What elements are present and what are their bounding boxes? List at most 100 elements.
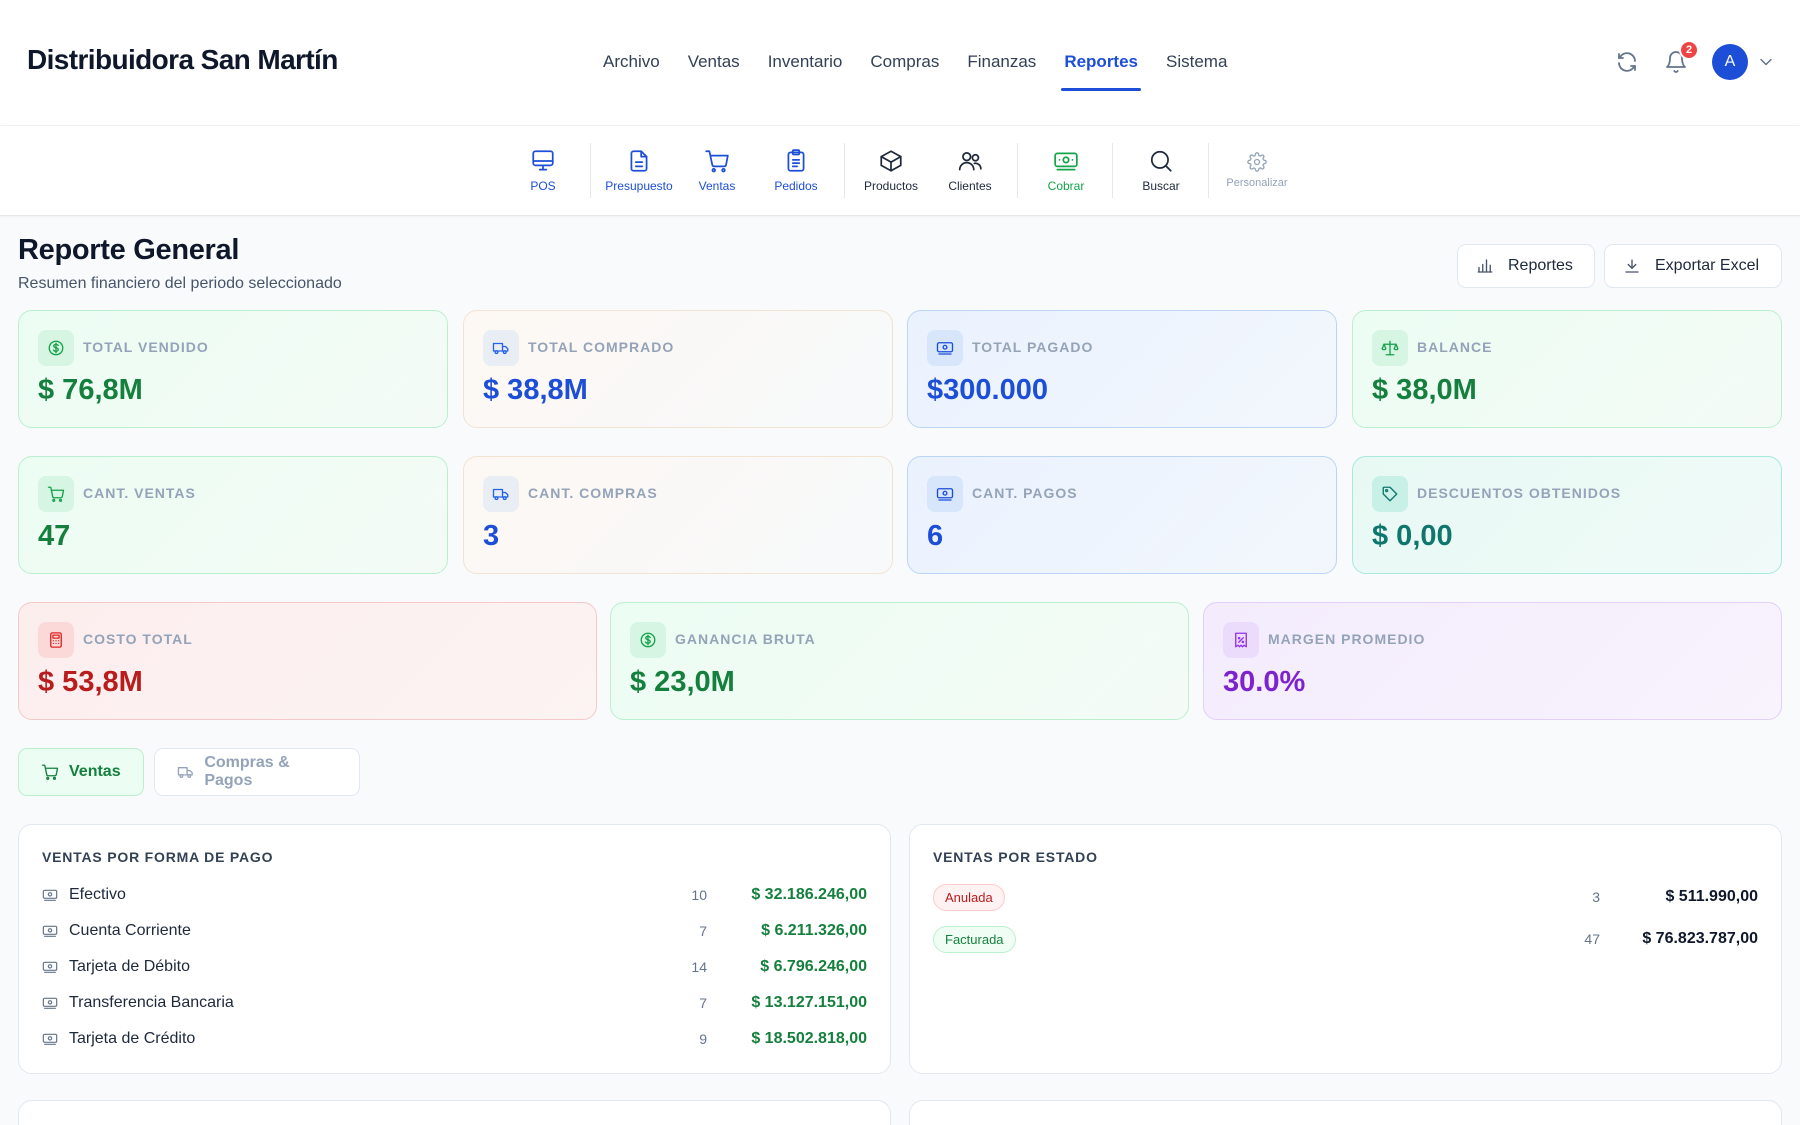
monitor-icon [532, 150, 554, 171]
card-label: TOTAL PAGADO [972, 339, 1094, 355]
tool-personalizar-label: Personalizar [1226, 177, 1288, 189]
status-count: 47 [1584, 931, 1600, 947]
tab-compras-pagos[interactable]: Compras & Pagos [154, 748, 360, 796]
tab-compras-pagos-label: Compras & Pagos [204, 754, 290, 789]
menu-ventas[interactable]: Ventas [687, 52, 740, 71]
status-badge: Facturada [933, 925, 1016, 953]
banknote-icon [42, 889, 58, 901]
panel-bottom-right [909, 1100, 1782, 1125]
tool-productos-label: Productos [863, 179, 919, 193]
tool-pedidos[interactable]: Pedidos [751, 148, 841, 193]
tab-ventas-label: Ventas [69, 763, 121, 780]
menu-archivo[interactable]: Archivo [603, 52, 660, 71]
reportes-button[interactable]: Reportes [1457, 244, 1595, 288]
truck-icon [177, 767, 193, 778]
tool-clientes-label: Clientes [948, 179, 992, 193]
refresh-icon[interactable] [1615, 50, 1639, 74]
card-label: BALANCE [1417, 339, 1493, 355]
tool-buscar-label: Buscar [1142, 179, 1180, 193]
users-icon [958, 152, 982, 171]
payment-method-amount: $ 6.796.246,00 [760, 958, 867, 975]
quick-toolbar [0, 126, 1800, 216]
toolbar-divider [1112, 143, 1113, 198]
truck-icon [483, 330, 519, 366]
card-cant-pagos: CANT. PAGOS 6 [907, 456, 1337, 574]
payment-method-count: 7 [699, 995, 707, 1011]
card-total-vendido: TOTAL VENDIDO $ 76,8M [18, 310, 448, 428]
payment-method-count: 10 [691, 887, 707, 903]
status-amount: $ 511.990,00 [1665, 888, 1758, 905]
tool-presupuesto[interactable]: Presupuesto [594, 148, 684, 193]
tool-pedidos-label: Pedidos [774, 179, 818, 193]
status-badge: Anulada [933, 883, 1005, 911]
card-label: MARGEN PROMEDIO [1268, 631, 1426, 647]
menu-compras[interactable]: Compras [870, 52, 940, 71]
bell-icon[interactable] [1664, 50, 1688, 74]
tool-pos[interactable]: POS [498, 148, 588, 193]
page-subtitle: Resumen financiero del periodo seleccion… [18, 275, 342, 292]
gear-icon [1247, 152, 1267, 172]
list-item: Tarjeta de Crédito 9 $ 18.502.818,00 [42, 1027, 867, 1051]
toolbar-divider [590, 143, 591, 198]
payment-method-amount: $ 32.186.246,00 [751, 886, 867, 903]
download-icon [1625, 259, 1639, 273]
banknote-icon [42, 961, 58, 973]
payment-method-name: Tarjeta de Crédito [69, 1030, 196, 1047]
menu-reportes[interactable]: Reportes [1050, 0, 1152, 126]
chevron-down-icon[interactable] [1756, 52, 1776, 72]
card-value: $ 23,0M [630, 666, 735, 698]
banknote-icon [42, 997, 58, 1009]
tool-ventas[interactable]: Ventas [672, 148, 762, 193]
dollar-circle-icon [38, 330, 74, 366]
export-excel-button-label: Exportar Excel [1655, 257, 1760, 274]
card-label: CANT. COMPRAS [528, 485, 658, 501]
menu-inventario[interactable]: Inventario [767, 52, 843, 71]
card-value: 47 [38, 520, 71, 552]
tab-ventas[interactable]: Ventas [18, 748, 144, 796]
box-icon [880, 150, 902, 172]
calculator-icon [38, 622, 74, 658]
toolbar-divider [1208, 143, 1209, 198]
main-menu: Archivo Ventas Inventario Compras Finanz… [589, 0, 1241, 126]
status-amount: $ 76.823.787,00 [1642, 930, 1758, 947]
tool-personalizar[interactable]: Personalizar [1212, 152, 1302, 189]
bar-chart-icon [1477, 259, 1493, 273]
card-label: CANT. VENTAS [83, 485, 196, 501]
banknote-icon [42, 925, 58, 937]
menu-finanzas[interactable]: Finanzas [967, 52, 1037, 71]
tool-cobrar[interactable]: Cobrar [1021, 148, 1111, 193]
card-value: $ 53,8M [38, 666, 143, 698]
top-header: Distribuidora San Martín Archivo Ventas … [0, 0, 1800, 126]
toolbar-divider [1017, 143, 1018, 198]
payment-method-name: Transferencia Bancaria [69, 994, 234, 1011]
tool-ventas-label: Ventas [698, 179, 736, 193]
menu-sistema[interactable]: Sistema [1166, 52, 1228, 71]
card-margen-promedio: MARGEN PROMEDIO 30.0% [1203, 602, 1782, 720]
card-costo-total: COSTO TOTAL $ 53,8M [18, 602, 597, 720]
tool-buscar[interactable]: Buscar [1116, 148, 1206, 193]
banknote-icon [1054, 152, 1078, 171]
card-cant-compras: CANT. COMPRAS 3 [463, 456, 893, 574]
card-label: GANANCIA BRUTA [675, 631, 816, 647]
card-label: COSTO TOTAL [83, 631, 193, 647]
avatar[interactable]: A [1712, 44, 1748, 80]
tool-clientes[interactable]: Clientes [925, 148, 1015, 193]
list-item: Cuenta Corriente 7 $ 6.211.326,00 [42, 919, 867, 943]
cart-icon [705, 150, 729, 173]
banknote-icon [927, 476, 963, 512]
card-label: TOTAL VENDIDO [83, 339, 209, 355]
card-value: $ 38,0M [1372, 374, 1477, 406]
card-value: 30.0% [1223, 666, 1306, 698]
cart-icon [41, 764, 59, 780]
payment-method-count: 14 [691, 959, 707, 975]
export-excel-button[interactable]: Exportar Excel [1604, 244, 1782, 288]
tool-productos[interactable]: Productos [846, 148, 936, 193]
panel-title: VENTAS POR FORMA DE PAGO [42, 849, 274, 865]
brand-name: Distribuidora San Martín [27, 44, 338, 75]
panel-bottom-left [18, 1100, 891, 1125]
panel-title: VENTAS POR ESTADO [933, 849, 1098, 865]
panel-forma-pago: VENTAS POR FORMA DE PAGO Efectivo 10 $ 3… [18, 824, 891, 1074]
panel-por-estado: VENTAS POR ESTADO Anulada 3 $ 511.990,00… [909, 824, 1782, 1074]
banknote-icon [42, 1033, 58, 1045]
payment-method-name: Tarjeta de Débito [69, 958, 190, 975]
